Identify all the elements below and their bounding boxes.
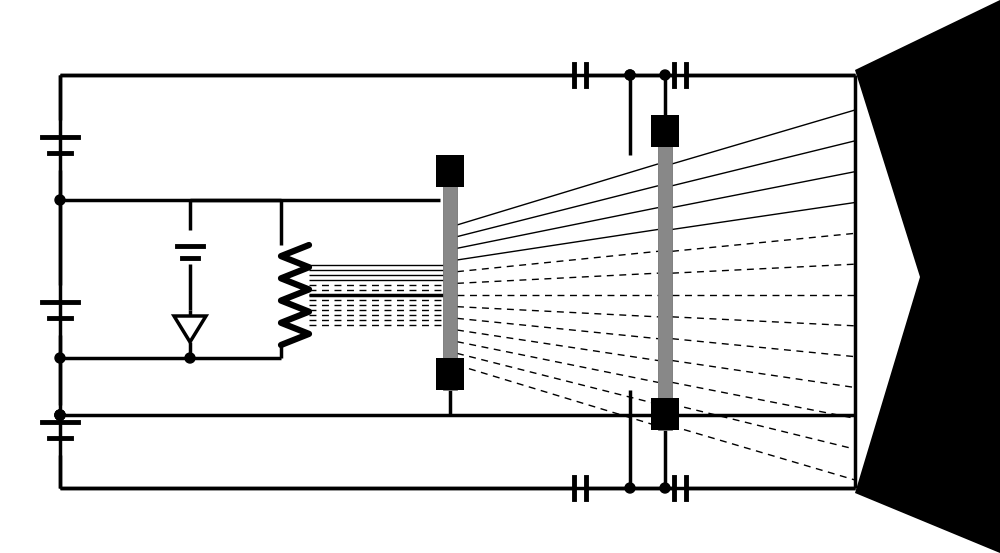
- Circle shape: [185, 353, 195, 363]
- Bar: [436, 155, 464, 187]
- Circle shape: [625, 483, 635, 493]
- Circle shape: [55, 353, 65, 363]
- Bar: [658, 115, 672, 430]
- Bar: [436, 358, 464, 390]
- Bar: [651, 115, 679, 147]
- Circle shape: [625, 70, 635, 80]
- Circle shape: [55, 195, 65, 205]
- Bar: [443, 155, 457, 390]
- Circle shape: [55, 410, 65, 420]
- Circle shape: [55, 410, 65, 420]
- Circle shape: [625, 70, 635, 80]
- Circle shape: [660, 483, 670, 493]
- Polygon shape: [855, 0, 1000, 553]
- Bar: [651, 398, 679, 430]
- Circle shape: [55, 410, 65, 420]
- Circle shape: [660, 70, 670, 80]
